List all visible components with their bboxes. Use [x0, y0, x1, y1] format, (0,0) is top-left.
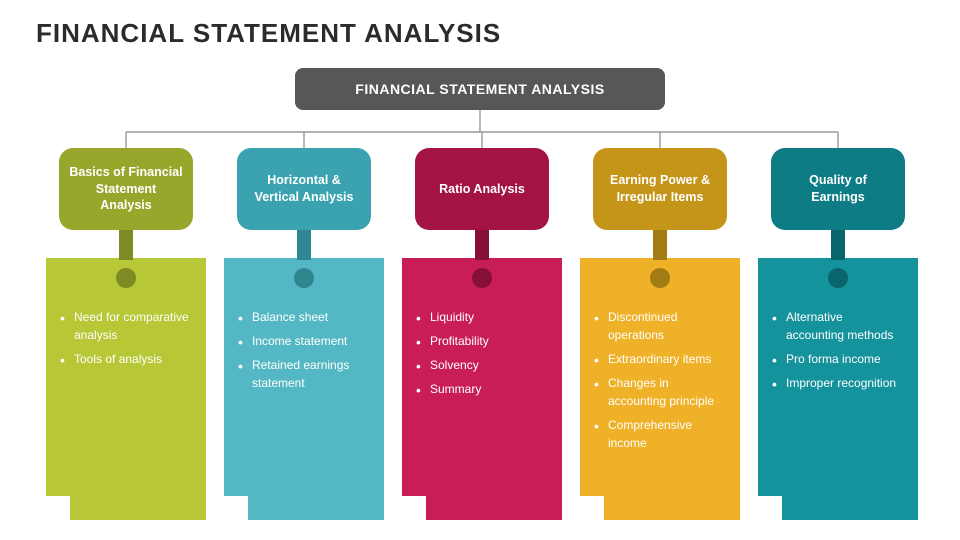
page-fold-icon: [224, 496, 248, 520]
list-item: Comprehensive income: [594, 416, 726, 452]
list-item: Discontinued operations: [594, 308, 726, 344]
sheet-quality: Alternative accounting methods Pro forma …: [758, 258, 918, 520]
pin-dot-horizontal-vertical: [294, 268, 314, 288]
sheet-basics: Need for comparative analysis Tools of an…: [46, 258, 206, 520]
pin-dot-ratio: [472, 268, 492, 288]
stem-horizontal-vertical: [297, 230, 311, 260]
root-node: FINANCIAL STATEMENT ANALYSIS: [295, 68, 665, 110]
page-fold-shade: [580, 496, 604, 520]
column-ratio: Ratio Analysis Liquidity Profitability Solv…: [402, 148, 562, 520]
page-title: FINANCIAL STATEMENT ANALYSIS: [36, 18, 501, 49]
stem-basics: [119, 230, 133, 260]
sheet-ratio: Liquidity Profitability Solvency Summary: [402, 258, 562, 520]
page-fold-shade: [46, 496, 70, 520]
list-item: Extraordinary items: [594, 350, 726, 368]
list-item: Improper recognition: [772, 374, 904, 392]
page-fold-shade: [402, 496, 426, 520]
list-item: Retained earnings statement: [238, 356, 370, 392]
header-ratio: Ratio Analysis: [415, 148, 549, 230]
item-list-earning-power: Discontinued operations Extraordinary ite…: [594, 308, 726, 452]
list-item: Income statement: [238, 332, 370, 350]
header-horizontal-vertical: Horizontal & Vertical Analysis: [237, 148, 371, 230]
list-item: Summary: [416, 380, 548, 398]
item-list-basics: Need for comparative analysis Tools of an…: [60, 308, 192, 368]
pin-dot-earning-power: [650, 268, 670, 288]
columns-container: Basics of Financial Statement Analysis Ne…: [46, 148, 914, 520]
list-item: Liquidity: [416, 308, 548, 326]
column-earning-power: Earning Power & Irregular Items Discontin…: [580, 148, 740, 520]
column-quality: Quality of Earnings Alternative accountin…: [758, 148, 918, 520]
item-list-quality: Alternative accounting methods Pro forma …: [772, 308, 904, 392]
column-horizontal-vertical: Horizontal & Vertical Analysis Balance sh…: [224, 148, 384, 520]
page-fold-icon: [580, 496, 604, 520]
stem-ratio: [475, 230, 489, 260]
sheet-earning-power: Discontinued operations Extraordinary ite…: [580, 258, 740, 520]
column-basics: Basics of Financial Statement Analysis Ne…: [46, 148, 206, 520]
stem-earning-power: [653, 230, 667, 260]
header-quality: Quality of Earnings: [771, 148, 905, 230]
list-item: Balance sheet: [238, 308, 370, 326]
sheet-horizontal-vertical: Balance sheet Income statement Retained ea…: [224, 258, 384, 520]
list-item: Solvency: [416, 356, 548, 374]
header-basics: Basics of Financial Statement Analysis: [59, 148, 193, 230]
item-list-ratio: Liquidity Profitability Solvency Summary: [416, 308, 548, 398]
header-earning-power: Earning Power & Irregular Items: [593, 148, 727, 230]
page-fold-icon: [758, 496, 782, 520]
page-fold-shade: [758, 496, 782, 520]
page-fold-icon: [402, 496, 426, 520]
pin-dot-quality: [828, 268, 848, 288]
list-item: Profitability: [416, 332, 548, 350]
pin-dot-basics: [116, 268, 136, 288]
page-fold-icon: [46, 496, 70, 520]
list-item: Tools of analysis: [60, 350, 192, 368]
list-item: Pro forma income: [772, 350, 904, 368]
stem-quality: [831, 230, 845, 260]
list-item: Changes in accounting principle: [594, 374, 726, 410]
list-item: Alternative accounting methods: [772, 308, 904, 344]
page-fold-shade: [224, 496, 248, 520]
list-item: Need for comparative analysis: [60, 308, 192, 344]
item-list-horizontal-vertical: Balance sheet Income statement Retained ea…: [238, 308, 370, 392]
